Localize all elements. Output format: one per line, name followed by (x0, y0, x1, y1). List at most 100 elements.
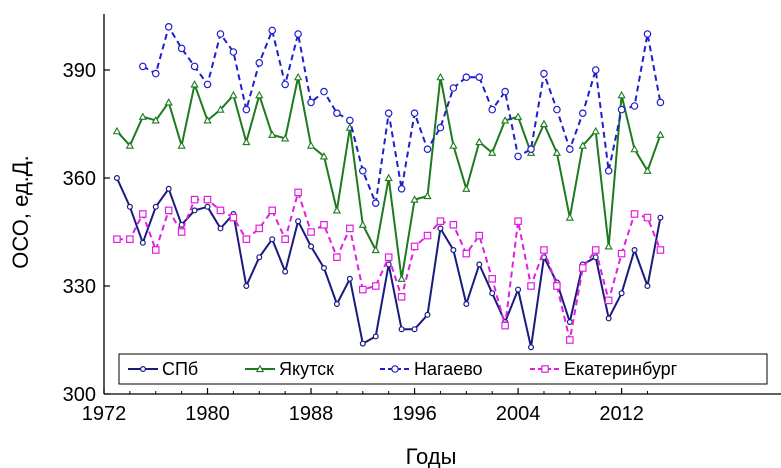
data-point (138, 112, 147, 120)
data-point (216, 105, 225, 113)
legend-item: Нагаево (380, 359, 483, 379)
data-point (513, 112, 523, 120)
y-axis-title: ОСО, ед.Д. (8, 155, 33, 269)
data-point (488, 148, 497, 156)
data-point (112, 126, 122, 135)
data-point (617, 249, 626, 258)
y-tick-label: 330 (63, 276, 96, 298)
data-point (565, 213, 574, 221)
data-point (423, 191, 432, 200)
data-point (268, 206, 277, 215)
data-point (552, 148, 562, 156)
data-point (333, 253, 341, 262)
data-point (294, 188, 302, 197)
data-point (630, 210, 639, 218)
legend-swatch-marker (140, 366, 147, 373)
data-point (527, 282, 535, 290)
data-point (424, 311, 431, 318)
data-point (578, 109, 587, 118)
legend-swatch-marker (541, 365, 549, 373)
data-point (359, 285, 367, 294)
data-point (515, 286, 522, 293)
data-point (591, 66, 600, 74)
data-point (268, 26, 277, 35)
data-point (578, 264, 587, 272)
data-point (514, 152, 522, 161)
legend-label: Нагаево (414, 359, 483, 379)
data-point (164, 98, 173, 106)
data-point (630, 102, 639, 110)
legend-label: Екатеринбург (564, 359, 678, 379)
data-point (436, 72, 445, 81)
data-point (604, 167, 613, 175)
y-tick-label: 390 (63, 60, 96, 82)
data-point (397, 293, 406, 301)
data-point (501, 116, 510, 124)
y-tick-label: 360 (63, 168, 96, 190)
data-point (164, 22, 173, 31)
data-point (293, 72, 303, 81)
series-layer (112, 22, 665, 351)
series-3 (139, 22, 665, 208)
data-point (243, 283, 250, 290)
legend-item: СПб (128, 359, 198, 379)
data-point (501, 321, 509, 330)
series-2 (112, 72, 665, 282)
data-point (139, 210, 147, 218)
data-point (591, 246, 600, 254)
data-point (449, 84, 458, 92)
data-point (539, 119, 549, 128)
data-point (553, 282, 561, 290)
x-tick-label: 1988 (289, 403, 334, 425)
data-point (592, 254, 599, 261)
data-point (528, 344, 535, 351)
data-point (281, 80, 289, 89)
legend-swatch-marker (255, 364, 265, 373)
data-point (643, 30, 652, 38)
data-point (631, 247, 638, 254)
data-point (139, 62, 147, 71)
data-point (139, 239, 146, 246)
data-point (617, 90, 626, 99)
data-point (501, 87, 509, 96)
data-point (644, 283, 651, 290)
data-point (657, 214, 664, 221)
data-point (152, 203, 159, 210)
data-point (256, 254, 263, 261)
data-point (151, 246, 160, 254)
data-point (281, 235, 289, 244)
data-point (229, 213, 238, 222)
data-point (462, 249, 471, 258)
data-point (255, 224, 264, 233)
data-point (216, 30, 225, 38)
data-point (475, 137, 484, 146)
data-point (294, 30, 302, 38)
data-point (656, 246, 665, 254)
data-point (255, 90, 264, 99)
data-point (177, 228, 186, 236)
data-point (306, 141, 316, 149)
data-point (553, 105, 561, 114)
data-point (203, 116, 212, 124)
data-point (436, 217, 445, 226)
data-point (371, 282, 380, 290)
legend-label: Якутск (279, 359, 334, 379)
data-point (359, 340, 366, 347)
data-point (320, 221, 328, 229)
data-point (384, 109, 393, 118)
legend-label: СПб (162, 359, 198, 379)
data-point (617, 105, 626, 114)
data-point (216, 206, 225, 215)
data-point (604, 242, 613, 250)
data-point (229, 90, 238, 99)
data-point (643, 213, 652, 222)
data-point (475, 73, 484, 82)
data-point (372, 333, 379, 340)
legend-swatch-marker (391, 365, 399, 373)
data-point (605, 315, 612, 322)
data-point (489, 290, 496, 297)
data-point (566, 336, 574, 344)
data-point (488, 105, 497, 114)
data-point (177, 44, 186, 53)
